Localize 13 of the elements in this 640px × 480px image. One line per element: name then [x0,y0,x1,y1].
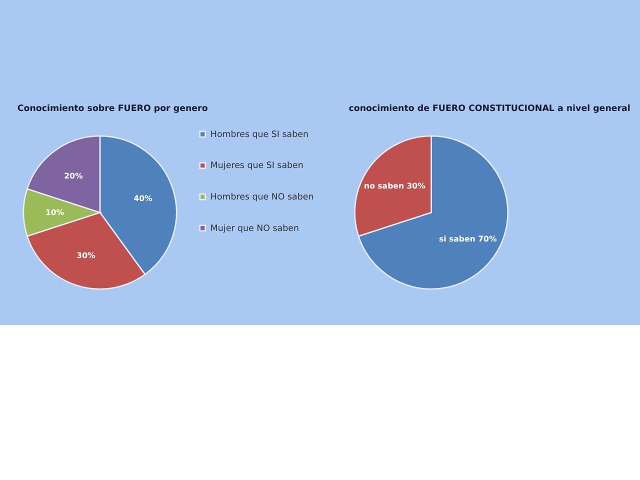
legend-label: Mujer que NO saben [210,224,299,234]
legend-label: Hombres que SI saben [210,130,308,140]
slice-label: no saben 30% [364,182,426,191]
data-label: 10% [45,208,64,218]
chart-title: Conocimiento sobre FUERO por genero [17,104,208,114]
data-label: 20% [64,172,83,181]
data-label: 30% [76,251,96,260]
pie-slice [358,135,508,290]
legend-label: Mujeres que SI saben [210,161,304,172]
slice-label: si saben 70% [438,234,497,244]
chart-title: conocimiento de FUERO CONSTITUCIONAL a nivel general [348,104,630,114]
legend-label: Hombres que NO saben [210,192,314,202]
data-label: 40% [134,194,153,204]
